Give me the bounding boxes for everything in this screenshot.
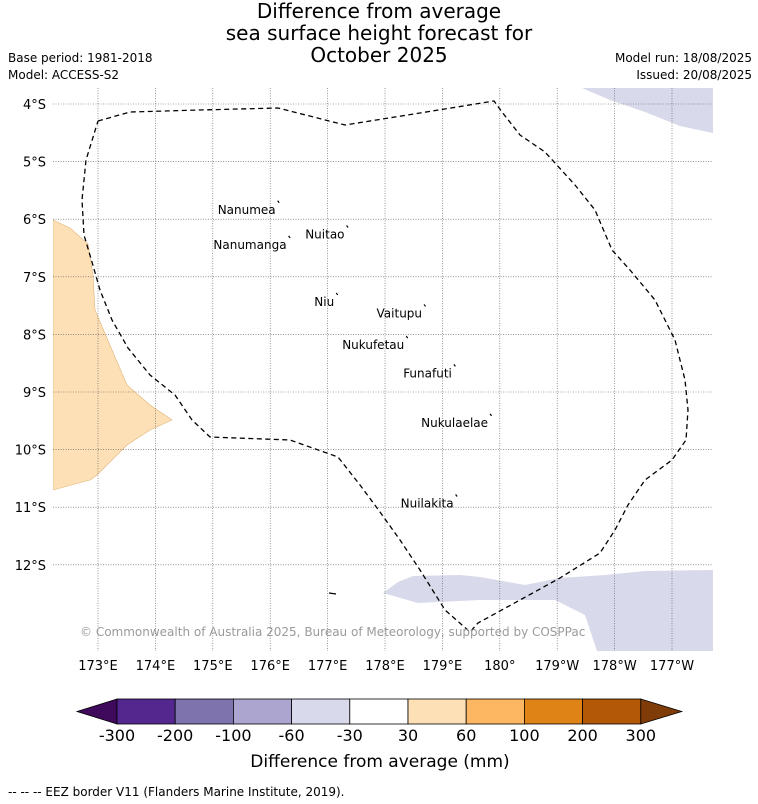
- island-label: Nuitao: [305, 228, 344, 242]
- island-mark: [423, 304, 427, 307]
- title-line-1: Difference from average: [256, 0, 502, 23]
- lat-label: 5°S: [23, 156, 46, 171]
- lat-label: 6°S: [23, 213, 46, 228]
- model-name: Model: ACCESS-S2: [8, 68, 120, 82]
- colorbar-tick-label: 200: [567, 726, 598, 745]
- eez-footer-note: -- -- -- EEZ border V11 (Flanders Marine…: [8, 785, 345, 799]
- colorbar-tick-label: 100: [509, 726, 540, 745]
- island-label: Funafuti: [403, 366, 452, 380]
- colorbar: -300 -200 -100 -60 -30 30 60 100 200 300: [75, 698, 684, 745]
- colorbar-tick-label: 300: [626, 726, 657, 745]
- colorbar-segment: [582, 698, 642, 725]
- map-area: Nanumea Nuitao Nanumanga Niu Vaitupu Nukufeta…: [53, 88, 713, 651]
- longitude-labels: 173°E 174°E 175°E 176°E 177°E 178°E 179°E 180° 1…: [78, 659, 694, 674]
- colorbar-tick-label: -300: [99, 726, 135, 745]
- island-mark: [288, 235, 291, 239]
- colorbar-tick-label: 30: [398, 726, 418, 745]
- lat-label: 10°S: [15, 444, 46, 459]
- lon-label: 177°W: [650, 659, 694, 674]
- eez-border: [81, 100, 689, 633]
- island-label: Vaitupu: [377, 306, 423, 320]
- colorbar-tick-label: -60: [279, 726, 305, 745]
- island-label: Nuilakita: [401, 497, 454, 511]
- colorbar-tick-label: -200: [157, 726, 193, 745]
- island-mark: [489, 413, 493, 417]
- colorbar-over-arrow: [640, 698, 684, 725]
- islands-layer: Nanumea Nuitao Nanumanga Niu Vaitupu Nukufeta…: [213, 200, 493, 511]
- lat-label: 11°S: [15, 501, 46, 516]
- island-label: Niu: [314, 295, 334, 309]
- colorbar-label: Difference from average (mm): [250, 752, 509, 772]
- model-run: Model run: 18/08/2025: [614, 51, 752, 65]
- colorbar-segment: [524, 698, 584, 725]
- lon-label: 180°: [484, 659, 515, 674]
- lon-label: 178°E: [365, 659, 405, 674]
- lon-label: 177°E: [308, 659, 348, 674]
- island-mark: [346, 225, 349, 228]
- lon-label: 179°W: [535, 659, 579, 674]
- colorbar-tick-label: -30: [337, 726, 363, 745]
- colorbar-segment: [116, 698, 176, 725]
- colorbar-segment: [232, 698, 292, 725]
- graticule: [53, 88, 713, 651]
- island-mark: [405, 335, 409, 339]
- lat-label: 8°S: [23, 328, 46, 343]
- lon-label: 179°E: [423, 659, 463, 674]
- meta-left: Base period: 1981-2018 Model: ACCESS-S2: [8, 50, 153, 84]
- island-label: Nanumanga: [213, 238, 286, 252]
- title-line-2: sea surface height forecast for: [225, 21, 533, 45]
- colorbar-segment: [465, 698, 525, 725]
- colorbar-tick-label: -100: [215, 726, 251, 745]
- colorbar-under-arrow: [75, 698, 118, 725]
- lon-label: 176°E: [250, 659, 290, 674]
- island-mark: [455, 494, 458, 497]
- title-line-3: October 2025: [310, 43, 448, 67]
- colorbar-segment: [349, 698, 409, 725]
- colorbar-segment: [291, 698, 351, 725]
- island-mark: [277, 200, 280, 204]
- chart-title: Difference from average sea surface heig…: [0, 0, 758, 66]
- lat-label: 7°S: [23, 271, 46, 286]
- colorbar-segment: [174, 698, 234, 725]
- island-label: Nukulaelae: [421, 416, 488, 430]
- island-mark: [335, 292, 339, 296]
- colorbar-segment: [407, 698, 467, 725]
- negative-anomaly-region-northeast: [582, 88, 713, 133]
- latitude-labels: 4°S 5°S 6°S 7°S 8°S 9°S 10°S 11°S 12°S: [15, 98, 46, 574]
- lon-label: 173°E: [78, 659, 118, 674]
- island-label: Nukufetau: [342, 338, 404, 352]
- base-period: Base period: 1981-2018: [8, 51, 153, 65]
- copyright-notice: © Commonwealth of Australia 2025, Bureau…: [80, 625, 585, 639]
- lon-label: 175°E: [193, 659, 233, 674]
- reef-mark: [328, 592, 337, 595]
- colorbar-tick-label: 60: [456, 726, 476, 745]
- lat-label: 4°S: [23, 98, 46, 113]
- meta-right: Model run: 18/08/2025 Issued: 20/08/2025: [615, 50, 752, 84]
- negative-anomaly-region-south: [383, 570, 713, 651]
- lon-label: 178°W: [593, 659, 637, 674]
- island-label: Nanumea: [218, 203, 276, 217]
- lat-label: 12°S: [15, 559, 46, 574]
- lon-label: 174°E: [136, 659, 176, 674]
- lat-label: 9°S: [23, 386, 46, 401]
- island-mark: [453, 363, 456, 367]
- issued-date: Issued: 20/08/2025: [636, 68, 752, 82]
